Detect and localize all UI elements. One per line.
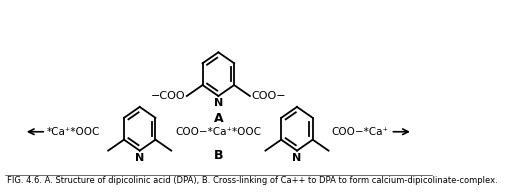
Text: FIG. 4.6. A. Structure of dipicolinic acid (DPA), B. Cross-linking of Ca++ to DP: FIG. 4.6. A. Structure of dipicolinic ac… (7, 176, 498, 185)
Text: COO−: COO− (251, 91, 286, 101)
Text: COO−*Ca⁺: COO−*Ca⁺ (332, 127, 389, 137)
Text: N: N (292, 153, 301, 163)
Text: *Ca⁺*OOC: *Ca⁺*OOC (47, 127, 100, 137)
Text: A: A (214, 112, 223, 125)
Text: −COO: −COO (150, 91, 185, 101)
Text: B: B (214, 149, 223, 162)
Text: N: N (135, 153, 144, 163)
Text: N: N (214, 98, 223, 108)
Text: COO−*Ca⁺*OOC: COO−*Ca⁺*OOC (175, 127, 261, 137)
